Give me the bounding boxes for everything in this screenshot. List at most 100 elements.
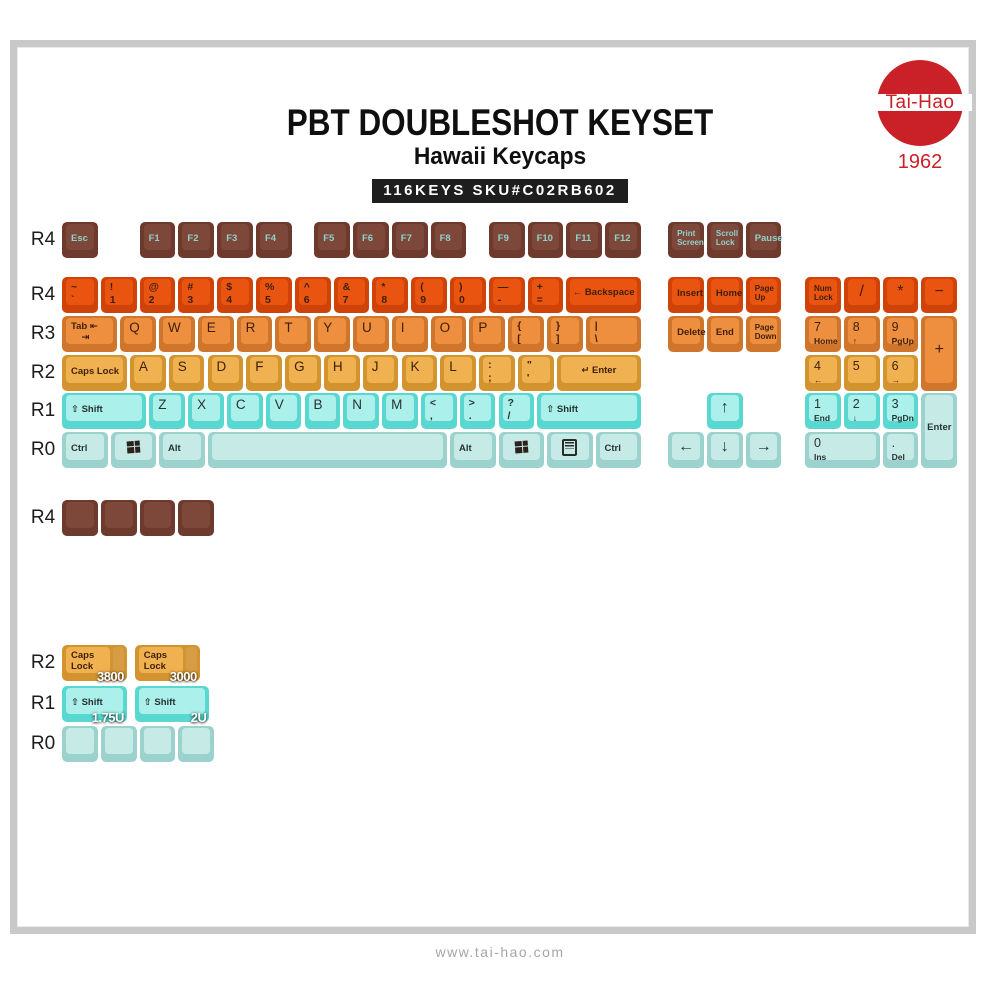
key-nine: (9 (411, 277, 447, 313)
keycap-top: Scroll Lock (710, 224, 739, 250)
key-legend: 0 (814, 436, 821, 450)
key-b: B (304, 393, 341, 429)
keycap-top (211, 434, 443, 460)
key-legend: Alt (459, 442, 472, 454)
key-legend: B (313, 397, 323, 412)
keycap-top: + (925, 318, 954, 383)
key-extra-r0-blank-4 (178, 726, 215, 762)
keycap-top: Enter (925, 395, 954, 460)
key-sub-legend: \ (594, 332, 598, 345)
keycap-top: → (749, 434, 778, 460)
key-legend: } (556, 320, 561, 332)
sku-badge: 116KEYS SKU#C02RB602 (372, 179, 628, 203)
key-sub-legend: = (536, 293, 543, 306)
key-right-alt: Alt (450, 432, 496, 468)
key-sub-legend: ← (814, 375, 823, 385)
key-s: S (168, 355, 205, 391)
keycap-top: ! 1 (104, 279, 133, 306)
keycap-top: & 7 (337, 279, 366, 306)
keycap-top: End (710, 318, 739, 344)
key-legend: Caps Lock (143, 650, 168, 672)
keycap-top: Page Up (749, 279, 778, 305)
key-legend: F3 (226, 232, 238, 244)
key-insert: Insert (668, 277, 704, 313)
key-zero: ) 0 (450, 277, 486, 313)
key-legend: 7 (814, 320, 821, 334)
row-label: R1 (30, 400, 56, 421)
keycap-top: K (405, 357, 434, 383)
key-legend: Page Up (754, 284, 774, 302)
row-label: R1 (30, 693, 56, 714)
key-extra-r0-blank-1 (62, 726, 98, 762)
keycap-top: Caps Lock (66, 647, 110, 673)
key-legend: Caps Lock (71, 650, 95, 672)
brand-year: 1962 (897, 151, 943, 173)
key-legend: ? (507, 397, 514, 409)
product-subtitle: Hawaii Keycaps (413, 143, 587, 170)
key-legend: F2 (187, 232, 199, 244)
key-legend: 6 (891, 359, 899, 373)
key-sub-legend: 1 (109, 293, 116, 306)
key-legend: F1 (148, 232, 160, 244)
key-f5: F5 (314, 222, 350, 258)
key-legend: − (934, 283, 944, 300)
key-np-decimal: . Del (882, 432, 919, 468)
keycap-top: N (347, 395, 376, 421)
key-sub-legend: Del (891, 452, 905, 462)
key-o: O (430, 316, 467, 352)
key-legend: D (216, 359, 227, 374)
keycap-top (182, 502, 211, 528)
key-sub-legend: / (507, 409, 511, 422)
keycap-top: A (133, 357, 162, 383)
key-legend: Scroll Lock (715, 229, 739, 247)
key-legend: # (187, 281, 194, 293)
keycap-top: F2 (182, 224, 211, 250)
keycap-top: Alt (454, 434, 492, 460)
keycap-top: | \ (589, 318, 637, 345)
key-extra-shift-175u: ⇧ Shift 1.75U (62, 686, 127, 725)
key-sub-legend: ↓ (852, 413, 858, 423)
key-legend: F9 (497, 232, 509, 244)
key-np-3: 3 PgDn (882, 393, 919, 429)
key-np-2: 2 ↓ (843, 393, 880, 429)
key-legend: M (391, 397, 403, 412)
key-np-6: 6 → (882, 355, 919, 391)
key-sub-legend: , (429, 409, 433, 422)
keycap-top: }] (551, 318, 579, 345)
key-legend: F6 (362, 232, 374, 244)
key-legend: F5 (323, 232, 335, 244)
key-three: #3 (178, 277, 215, 313)
keycap-top: Z (153, 395, 182, 421)
key-r: R (236, 316, 273, 352)
keycap-top: 9 PgUp (886, 318, 915, 346)
keycap-top: ⇧ Shift (66, 688, 123, 714)
key-legend: 4 (814, 359, 821, 373)
keycap-top: F7 (395, 224, 424, 250)
key-legend: P (478, 320, 488, 335)
key-x: X (188, 393, 224, 429)
key-sub-legend: → (891, 375, 901, 385)
keycap-top: >. (463, 395, 492, 422)
key-num-lock: Num Lock (805, 277, 841, 313)
key-legend: V (274, 397, 284, 412)
key-c: C (226, 393, 263, 429)
key-legend: U (362, 320, 372, 335)
key-p: P (469, 316, 506, 352)
key-legend: End (715, 326, 734, 338)
brand-name: Tai-Hao (885, 92, 955, 113)
key-legend: A (138, 359, 148, 374)
key-sub-legend: 4 (226, 293, 233, 306)
key-four: $4 (217, 277, 253, 313)
key-f8: F8 (430, 222, 467, 258)
key-legend: + (934, 341, 944, 359)
keycap-top: T (279, 318, 308, 344)
key-legend: E (206, 320, 216, 335)
key-legend: * (897, 283, 904, 300)
keycap-top: F10 (531, 224, 560, 250)
key-scroll-lock: Scroll Lock (706, 222, 743, 258)
key-z: Z (149, 393, 186, 429)
key-np-0: 0 Ins (805, 432, 880, 468)
key-left-bracket: {[ (508, 316, 544, 352)
key-extra-caps-lock-3800: Caps Lock 3800 (62, 645, 127, 684)
keycap-top: 0 Ins (809, 434, 876, 462)
